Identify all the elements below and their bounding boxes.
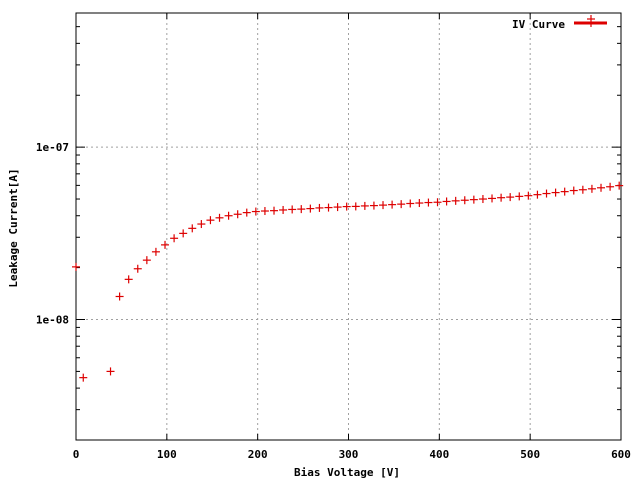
data-point (179, 229, 188, 238)
data-point (215, 213, 224, 222)
data-point (315, 203, 324, 212)
legend: IV Curve (512, 15, 607, 31)
data-point (524, 191, 533, 200)
data-point (533, 190, 542, 199)
data-point (406, 199, 415, 208)
data-point (551, 188, 560, 197)
series-layer (72, 181, 624, 382)
data-point (306, 204, 315, 213)
data-point (587, 184, 596, 193)
data-point (424, 198, 433, 207)
data-point (515, 192, 524, 201)
x-tick-label: 300 (339, 448, 359, 461)
data-point (72, 262, 80, 271)
data-point (351, 202, 360, 211)
data-point (542, 189, 551, 198)
legend-label: IV Curve (512, 18, 565, 31)
data-point (433, 198, 442, 207)
data-point (460, 196, 469, 205)
data-point (506, 193, 515, 202)
data-point (478, 195, 487, 204)
ticks-layer: 0 100 200 300 400 500 600 1e-08 1e-07 (36, 13, 631, 461)
data-point (578, 185, 587, 194)
data-point (569, 186, 578, 195)
data-point (224, 211, 233, 220)
data-point (124, 275, 133, 284)
data-point (397, 200, 406, 209)
x-tick-label: 0 (73, 448, 80, 461)
data-point (106, 367, 115, 376)
data-point (342, 202, 351, 211)
data-point (79, 373, 88, 382)
data-point (615, 181, 624, 190)
data-point (279, 205, 288, 214)
data-point (270, 206, 279, 215)
data-point (360, 201, 369, 210)
x-tick-label: 400 (429, 448, 449, 461)
data-point (388, 200, 397, 209)
x-tick-label: 200 (248, 448, 268, 461)
data-point (115, 292, 124, 301)
data-point (288, 205, 297, 214)
data-point (251, 207, 260, 216)
data-point (188, 224, 197, 233)
data-point (597, 183, 606, 192)
data-point (606, 182, 615, 191)
y-tick-label: 1e-08 (36, 314, 69, 327)
data-point (133, 264, 142, 273)
data-point (333, 203, 342, 212)
data-point (260, 207, 269, 216)
data-point (242, 208, 251, 217)
data-point (497, 193, 506, 202)
y-tick-label: 1e-07 (36, 141, 69, 154)
data-point (442, 197, 451, 206)
data-point (142, 256, 151, 265)
data-point (488, 194, 497, 203)
data-point (170, 234, 179, 243)
data-point (151, 247, 160, 256)
data-point (161, 240, 170, 249)
data-point (379, 201, 388, 210)
x-tick-label: 100 (157, 448, 177, 461)
data-point (206, 216, 215, 225)
y-axis-label: Leakage Current[A] (7, 168, 20, 287)
grid-layer (76, 13, 621, 440)
data-point (451, 196, 460, 205)
data-point (415, 199, 424, 208)
data-point (469, 195, 478, 204)
data-point (369, 201, 378, 210)
data-point (233, 210, 242, 219)
data-point (297, 205, 306, 214)
x-tick-label: 500 (520, 448, 540, 461)
data-point (560, 187, 569, 196)
data-point (324, 203, 333, 212)
x-axis-label: Bias Voltage [V] (294, 466, 400, 479)
data-point (197, 220, 206, 229)
x-tick-label: 600 (611, 448, 631, 461)
